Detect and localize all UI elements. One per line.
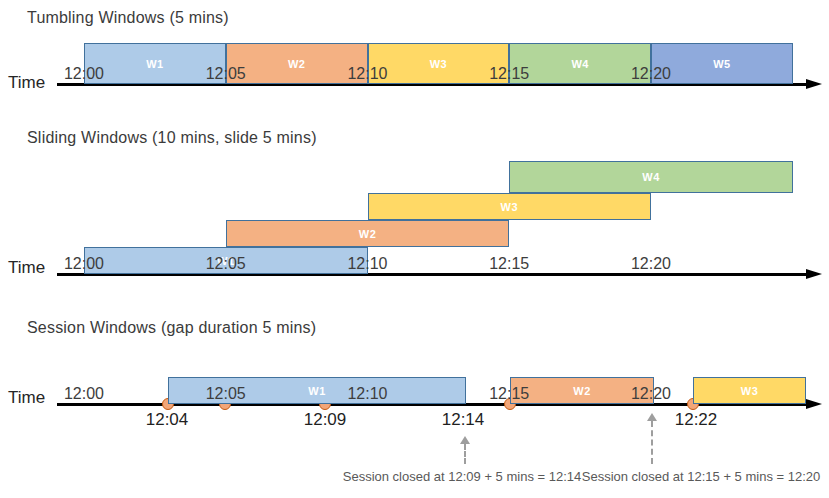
session-section-title: Session Windows (gap duration 5 mins) bbox=[27, 319, 316, 337]
windowing-strategies-diagram: Tumbling Windows (5 mins) Sliding Window… bbox=[0, 0, 829, 498]
sliding-tick-label-1220: 12:20 bbox=[619, 254, 683, 274]
session-tick-label-1205: 12:05 bbox=[194, 384, 258, 404]
session-window-label-w1: W1 bbox=[308, 385, 325, 397]
dashed-arrow-head-2 bbox=[647, 413, 657, 421]
sliding-window-label-w2: W2 bbox=[359, 228, 376, 240]
sliding-tick-label-1205: 12:05 bbox=[194, 254, 258, 274]
session-window-box-w3: W3 bbox=[693, 377, 806, 404]
sliding-axis-arrowhead bbox=[806, 269, 822, 279]
tumbling-window-label-w3: W3 bbox=[430, 58, 447, 70]
sliding-window-box-w3: W3 bbox=[368, 193, 652, 220]
event-time-label-1204: 12:04 bbox=[122, 410, 212, 430]
tumbling-tick-label-1200: 12:00 bbox=[52, 64, 116, 84]
dashed-arrow-shaft-1 bbox=[464, 444, 466, 464]
event-time-label-1209: 12:09 bbox=[280, 410, 370, 430]
time-axis-label-session: Time bbox=[8, 388, 45, 408]
tumbling-axis-arrowhead bbox=[806, 79, 822, 89]
tumbling-tick-label-1210: 12:10 bbox=[336, 64, 400, 84]
session-tick-label-1210: 12:10 bbox=[336, 384, 400, 404]
session-closed-annotation-1: Session closed at 12:09 + 5 mins = 12:14 bbox=[332, 469, 592, 484]
tumbling-tick-label-1215: 12:15 bbox=[477, 64, 541, 84]
tumbling-window-label-w2: W2 bbox=[288, 58, 305, 70]
tumbling-tick-label-1205: 12:05 bbox=[194, 64, 258, 84]
sliding-window-label-w4: W4 bbox=[642, 171, 659, 183]
sliding-window-label-w3: W3 bbox=[501, 201, 518, 213]
sliding-window-box-w2: W2 bbox=[226, 220, 510, 247]
tumbling-window-label-w5: W5 bbox=[713, 58, 730, 70]
sliding-window-box-w4: W4 bbox=[509, 161, 793, 193]
tumbling-window-label-w4: W4 bbox=[571, 58, 588, 70]
session-axis-arrowhead bbox=[806, 399, 822, 409]
sliding-tick-label-1210: 12:10 bbox=[336, 254, 400, 274]
event-time-label-1222: 12:22 bbox=[651, 410, 741, 430]
time-axis-label-sliding: Time bbox=[8, 258, 45, 278]
tumbling-section-title: Tumbling Windows (5 mins) bbox=[27, 9, 229, 27]
sliding-section-title: Sliding Windows (10 mins, slide 5 mins) bbox=[27, 129, 317, 147]
session-tick-label-1200: 12:00 bbox=[52, 384, 116, 404]
session-window-label-w3: W3 bbox=[741, 385, 758, 397]
session-tick-label-1215: 12:15 bbox=[477, 384, 541, 404]
tumbling-window-label-w1: W1 bbox=[146, 58, 163, 70]
time-axis-label-tumbling: Time bbox=[8, 73, 45, 93]
session-tick-label-1220: 12:20 bbox=[619, 384, 683, 404]
dashed-arrow-shaft-2 bbox=[651, 421, 653, 464]
session-window-label-w2: W2 bbox=[573, 385, 590, 397]
session-closed-annotation-2: Session closed at 12:15 + 5 mins = 12:20 bbox=[571, 469, 829, 484]
sliding-tick-label-1200: 12:00 bbox=[52, 254, 116, 274]
dashed-arrow-head-1 bbox=[460, 436, 470, 444]
tumbling-tick-label-1220: 12:20 bbox=[619, 64, 683, 84]
sliding-tick-label-1215: 12:15 bbox=[477, 254, 541, 274]
event-time-label-1214: 12:14 bbox=[418, 410, 508, 430]
